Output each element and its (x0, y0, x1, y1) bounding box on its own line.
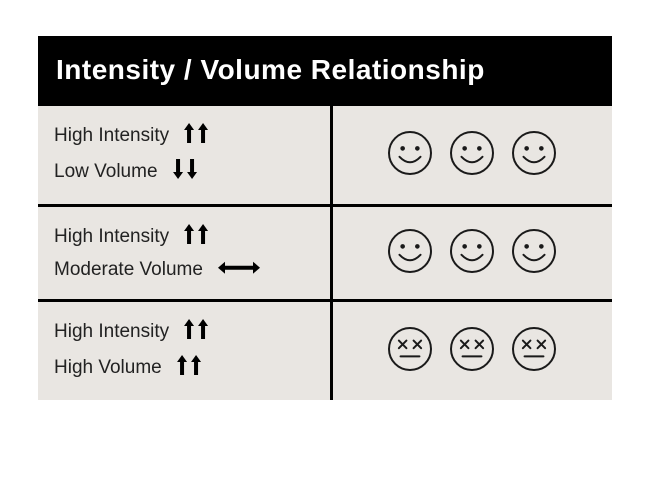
volume-line: Moderate Volume (54, 259, 318, 281)
smile-face-icon (449, 228, 495, 279)
dead-face-icon (511, 326, 557, 377)
intensity-label: High Intensity (54, 321, 169, 343)
volume-label: Low Volume (54, 161, 158, 183)
intensity-line: High Intensity (54, 223, 318, 251)
dead-face-icon (387, 326, 433, 377)
intensity-line: High Intensity (54, 318, 318, 346)
dead-face-icon (449, 326, 495, 377)
row-left: High Intensity Moderate Volume (38, 207, 333, 299)
infographic-card: Intensity / Volume Relationship High Int… (38, 36, 612, 400)
smile-face-icon (449, 130, 495, 181)
table-row: High Intensity Moderate Volume (38, 204, 612, 299)
row-left: High Intensity High Volume (38, 302, 333, 400)
up-arrows-icon (183, 318, 209, 346)
row-left: High Intensity Low Volume (38, 106, 333, 204)
intensity-label: High Intensity (54, 226, 169, 248)
table-row: High Intensity High Volume (38, 299, 612, 400)
table-row: High Intensity Low Volume (38, 106, 612, 204)
smile-face-icon (387, 228, 433, 279)
horizontal-arrow-icon (217, 259, 261, 281)
row-right (333, 302, 613, 400)
smile-face-icon (511, 130, 557, 181)
card-title: Intensity / Volume Relationship (38, 36, 612, 106)
row-right (333, 106, 613, 204)
up-arrows-icon (183, 223, 209, 251)
up-arrows-icon (183, 122, 209, 150)
up-arrows-icon (176, 354, 202, 382)
smile-face-icon (387, 130, 433, 181)
volume-label: High Volume (54, 357, 162, 379)
intensity-label: High Intensity (54, 125, 169, 147)
volume-line: Low Volume (54, 158, 318, 186)
row-right (333, 207, 613, 299)
down-arrows-icon (172, 158, 198, 186)
volume-label: Moderate Volume (54, 259, 203, 281)
volume-line: High Volume (54, 354, 318, 382)
intensity-line: High Intensity (54, 122, 318, 150)
table-body: High Intensity Low Volume (38, 106, 612, 400)
smile-face-icon (511, 228, 557, 279)
